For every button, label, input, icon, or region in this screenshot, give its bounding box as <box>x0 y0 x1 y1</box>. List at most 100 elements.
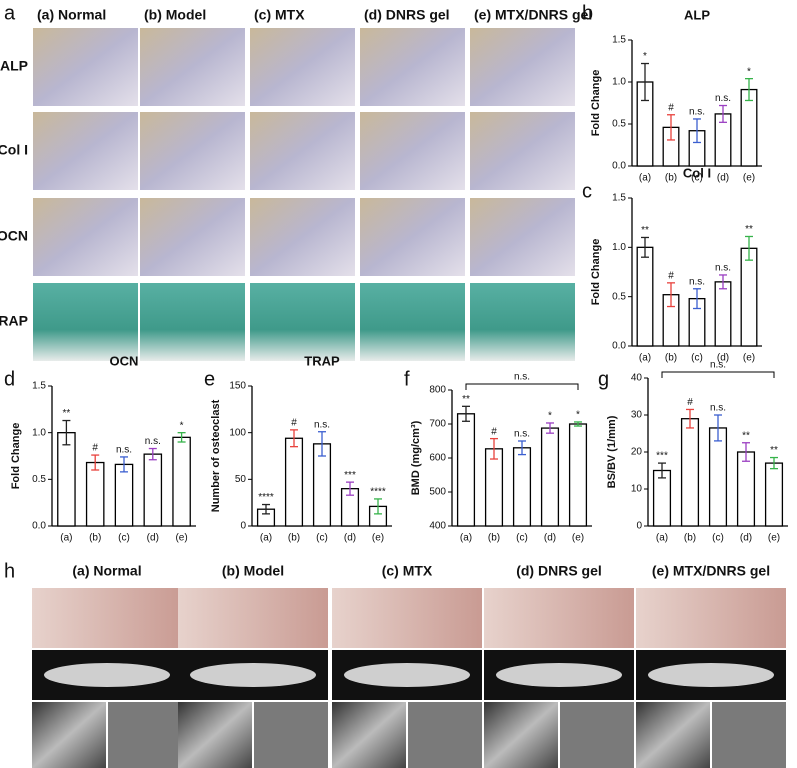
significance-label: n.s. <box>116 445 132 456</box>
row-label: Col I <box>0 142 28 158</box>
y-axis-label: Fold Change <box>10 423 22 490</box>
y-tick-label: 600 <box>429 453 446 464</box>
significance-label: # <box>291 418 297 429</box>
column-label: (a) Normal <box>72 563 141 579</box>
y-tick-label: 0.5 <box>32 474 46 485</box>
x-tick-label: (b) <box>665 173 677 184</box>
significance-label: ** <box>641 225 649 236</box>
significance-label: # <box>491 426 497 437</box>
paw-photo <box>178 588 328 648</box>
x-tick-label: (a) <box>639 353 651 364</box>
y-axis-label: BMD (mg/cm³) <box>410 420 422 495</box>
bar <box>172 436 191 527</box>
x-tick-label: (c) <box>316 533 328 544</box>
y-tick-label: 0.0 <box>612 341 626 352</box>
row-label: TRAP <box>0 313 28 329</box>
bar <box>114 463 134 527</box>
ct-3d <box>32 702 106 768</box>
ct-section <box>408 702 482 768</box>
panel-letter: f <box>404 368 410 390</box>
significance-label: n.s. <box>314 419 330 430</box>
y-tick-label: 0.5 <box>612 291 626 302</box>
x-tick-label: (a) <box>639 173 651 184</box>
significance-label: n.s. <box>715 93 731 104</box>
significance-label: * <box>548 411 552 422</box>
x-tick-label: (d) <box>344 533 356 544</box>
y-tick-label: 40 <box>631 373 643 384</box>
bar <box>85 461 105 527</box>
significance-label: n.s. <box>689 107 705 118</box>
y-tick-label: 1.5 <box>612 193 626 204</box>
ct-section <box>712 702 786 768</box>
bar <box>708 427 728 527</box>
micrograph <box>33 28 138 106</box>
bar <box>540 427 560 527</box>
significance-label: * <box>576 410 580 421</box>
column-label: (e) MTX/DNRS gel <box>652 563 770 579</box>
comparison-bracket <box>465 383 579 390</box>
ct-bone <box>496 663 622 687</box>
chart-title: Col I <box>683 165 711 180</box>
x-tick-label: (a) <box>60 533 72 544</box>
ct-3d <box>178 702 252 768</box>
ct-3d <box>484 702 558 768</box>
significance-label: # <box>687 397 693 408</box>
significance-label: * <box>180 420 184 431</box>
micrograph <box>250 112 355 190</box>
bar <box>740 247 758 347</box>
x-tick-label: (c) <box>516 533 528 544</box>
x-tick-label: (d) <box>717 173 729 184</box>
micrograph <box>360 28 465 106</box>
y-axis-label: Fold Change <box>590 70 602 137</box>
significance-label: *** <box>344 470 356 481</box>
x-tick-label: (e) <box>743 173 755 184</box>
significance-label: n.s. <box>689 276 705 287</box>
x-tick-label: (a) <box>656 533 668 544</box>
micrograph <box>470 283 575 361</box>
bar <box>714 281 732 347</box>
column-label: (a) Normal <box>37 7 106 23</box>
x-tick-label: (d) <box>740 533 752 544</box>
bar <box>652 469 672 527</box>
micrograph <box>360 283 465 361</box>
bar <box>636 246 654 347</box>
y-tick-label: 50 <box>235 474 247 485</box>
ct-section <box>560 702 634 768</box>
ct-3d <box>636 702 710 768</box>
panel-letter: h <box>4 560 15 582</box>
y-tick-label: 1.0 <box>32 427 46 438</box>
chart-title: ALP <box>684 7 710 22</box>
bar <box>143 453 163 527</box>
x-tick-label: (b) <box>488 533 500 544</box>
column-label: (e) MTX/DNRS gel <box>474 7 592 23</box>
micrograph <box>140 198 245 276</box>
significance-label: * <box>747 66 751 77</box>
significance-label: ** <box>770 445 778 456</box>
x-tick-label: (e) <box>372 533 384 544</box>
column-label: (d) DNRS gel <box>364 7 450 23</box>
significance-label: # <box>668 270 674 281</box>
y-tick-label: 500 <box>429 487 446 498</box>
micrograph <box>33 283 138 361</box>
chart-title: OCN <box>110 353 139 368</box>
significance-label: ** <box>462 394 470 405</box>
y-tick-label: 0 <box>240 521 246 532</box>
y-tick-label: 0.5 <box>612 119 626 130</box>
significance-label: n.s. <box>145 436 161 447</box>
micrograph <box>470 28 575 106</box>
x-tick-label: (a) <box>260 533 272 544</box>
micrograph <box>140 112 245 190</box>
y-tick-label: 20 <box>631 447 643 458</box>
column-label: (c) MTX <box>382 563 433 579</box>
bar <box>284 437 304 527</box>
ct-section <box>108 702 182 768</box>
y-tick-label: 0.0 <box>32 521 46 532</box>
x-tick-label: (b) <box>665 353 677 364</box>
ct-section <box>254 702 328 768</box>
column-label: (c) MTX <box>254 7 305 23</box>
significance-label: n.s. <box>715 263 731 274</box>
column-label: (b) Model <box>222 563 284 579</box>
bar <box>456 413 476 527</box>
y-axis-label: Number of osteoclast <box>210 399 222 512</box>
